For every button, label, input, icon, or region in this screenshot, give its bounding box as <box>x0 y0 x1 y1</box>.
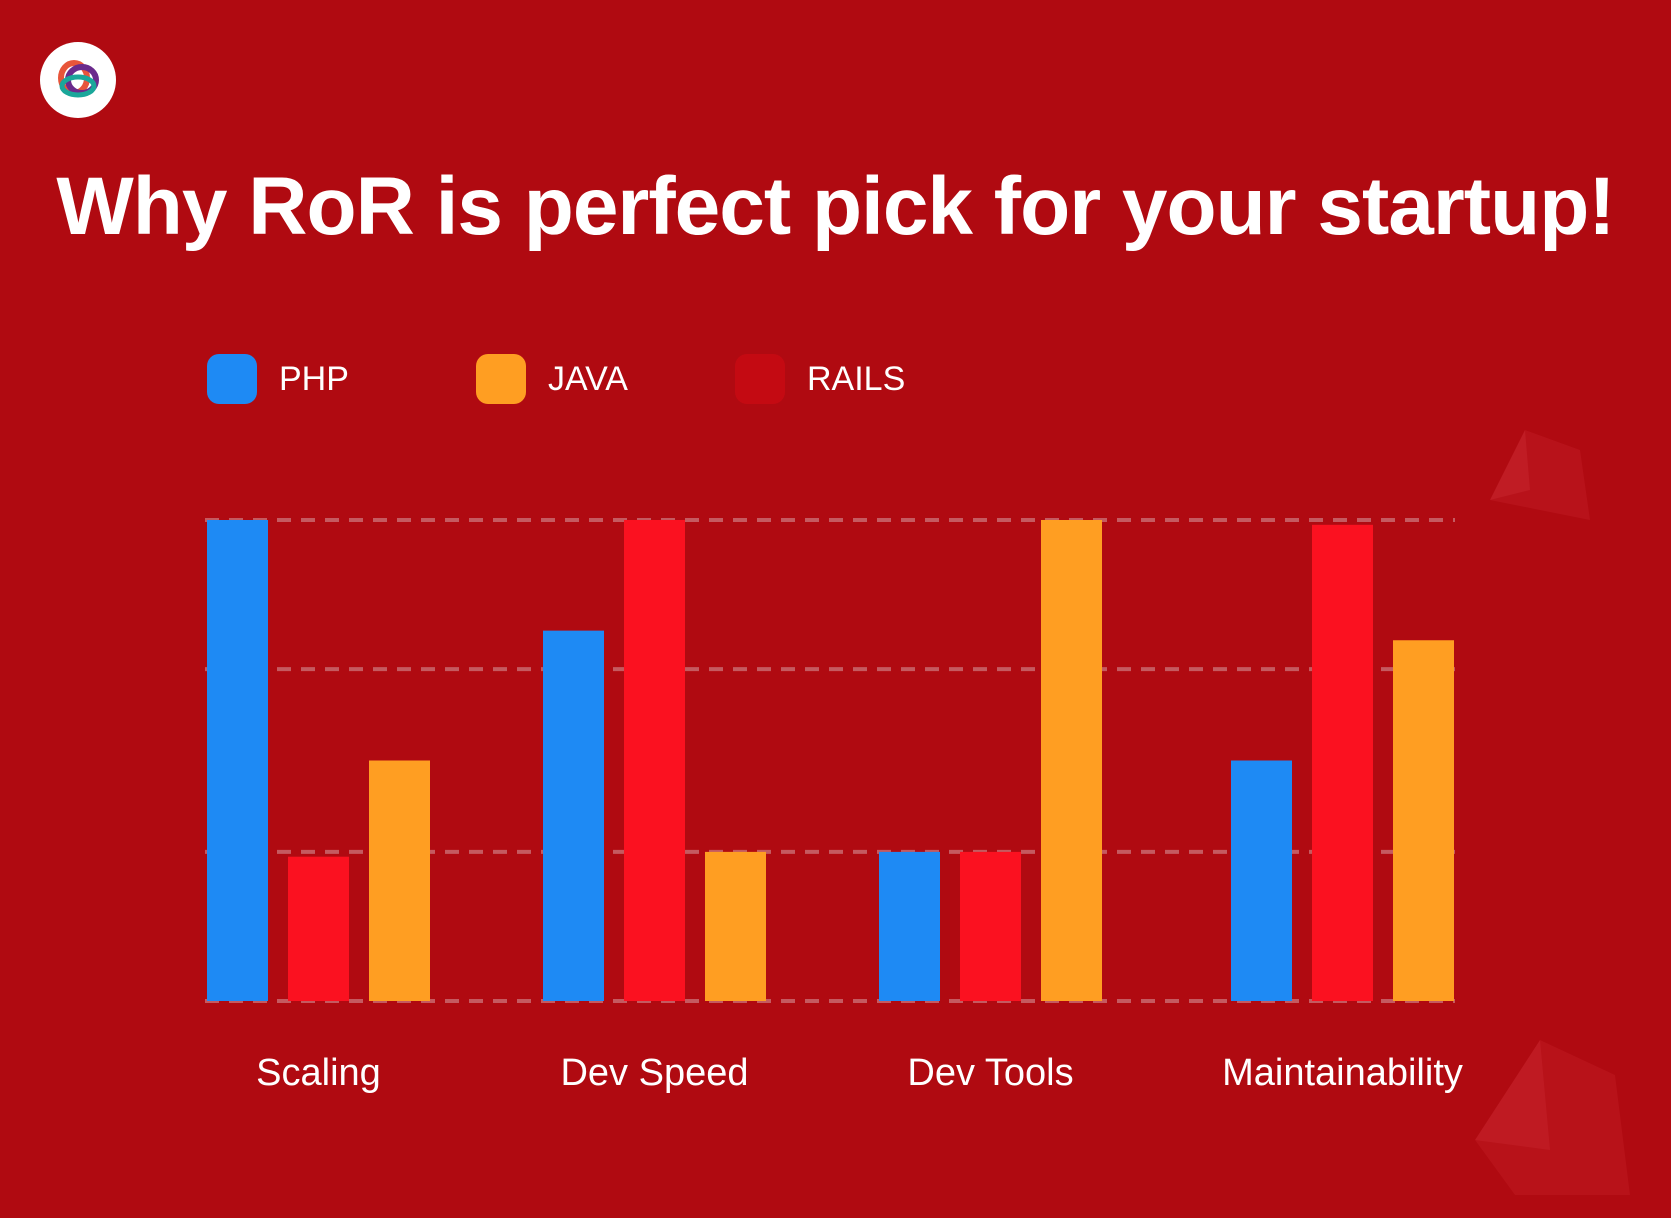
bar-java-dev-tools <box>1041 520 1102 1001</box>
brand-logo-icon <box>40 42 116 118</box>
bar-java-dev-speed <box>705 851 766 1001</box>
bar-java-maintainability <box>1393 640 1454 1001</box>
page-title: Why RoR is perfect pick for your startup… <box>56 161 1615 252</box>
x-tick-label: Maintainability <box>1222 1052 1463 1094</box>
bar-php-scaling <box>207 520 268 1001</box>
legend-label-php: PHP <box>279 359 349 398</box>
legend-label-java: JAVA <box>548 359 628 398</box>
legend-label-rails: RAILS <box>807 359 906 398</box>
x-tick-label: Dev Speed <box>560 1052 748 1094</box>
legend-swatch-rails <box>735 354 785 404</box>
bar-php-dev-tools <box>879 851 940 1001</box>
legend-item-php: PHP <box>207 354 349 404</box>
legend-swatch-java <box>476 354 526 404</box>
bar-rails-maintainability <box>1312 524 1373 1001</box>
legend-item-java: JAVA <box>476 354 628 404</box>
bar-php-maintainability <box>1231 760 1292 1001</box>
legend-item-rails: RAILS <box>735 354 905 404</box>
chart-legend: PHP JAVA RAILS <box>0 354 1671 404</box>
bar-rails-dev-tools <box>960 851 1021 1001</box>
bar-php-dev-speed <box>543 630 604 1001</box>
ruby-gem-watermark-bottom <box>1475 1040 1630 1195</box>
ruby-gem-watermark-top <box>1490 430 1590 520</box>
bar-java-scaling <box>369 760 430 1001</box>
legend-swatch-php <box>207 354 257 404</box>
bar-rails-scaling <box>288 856 349 1001</box>
x-tick-label: Dev Tools <box>907 1052 1073 1094</box>
bar-rails-dev-speed <box>624 520 685 1001</box>
x-tick-label: Scaling <box>256 1052 381 1094</box>
